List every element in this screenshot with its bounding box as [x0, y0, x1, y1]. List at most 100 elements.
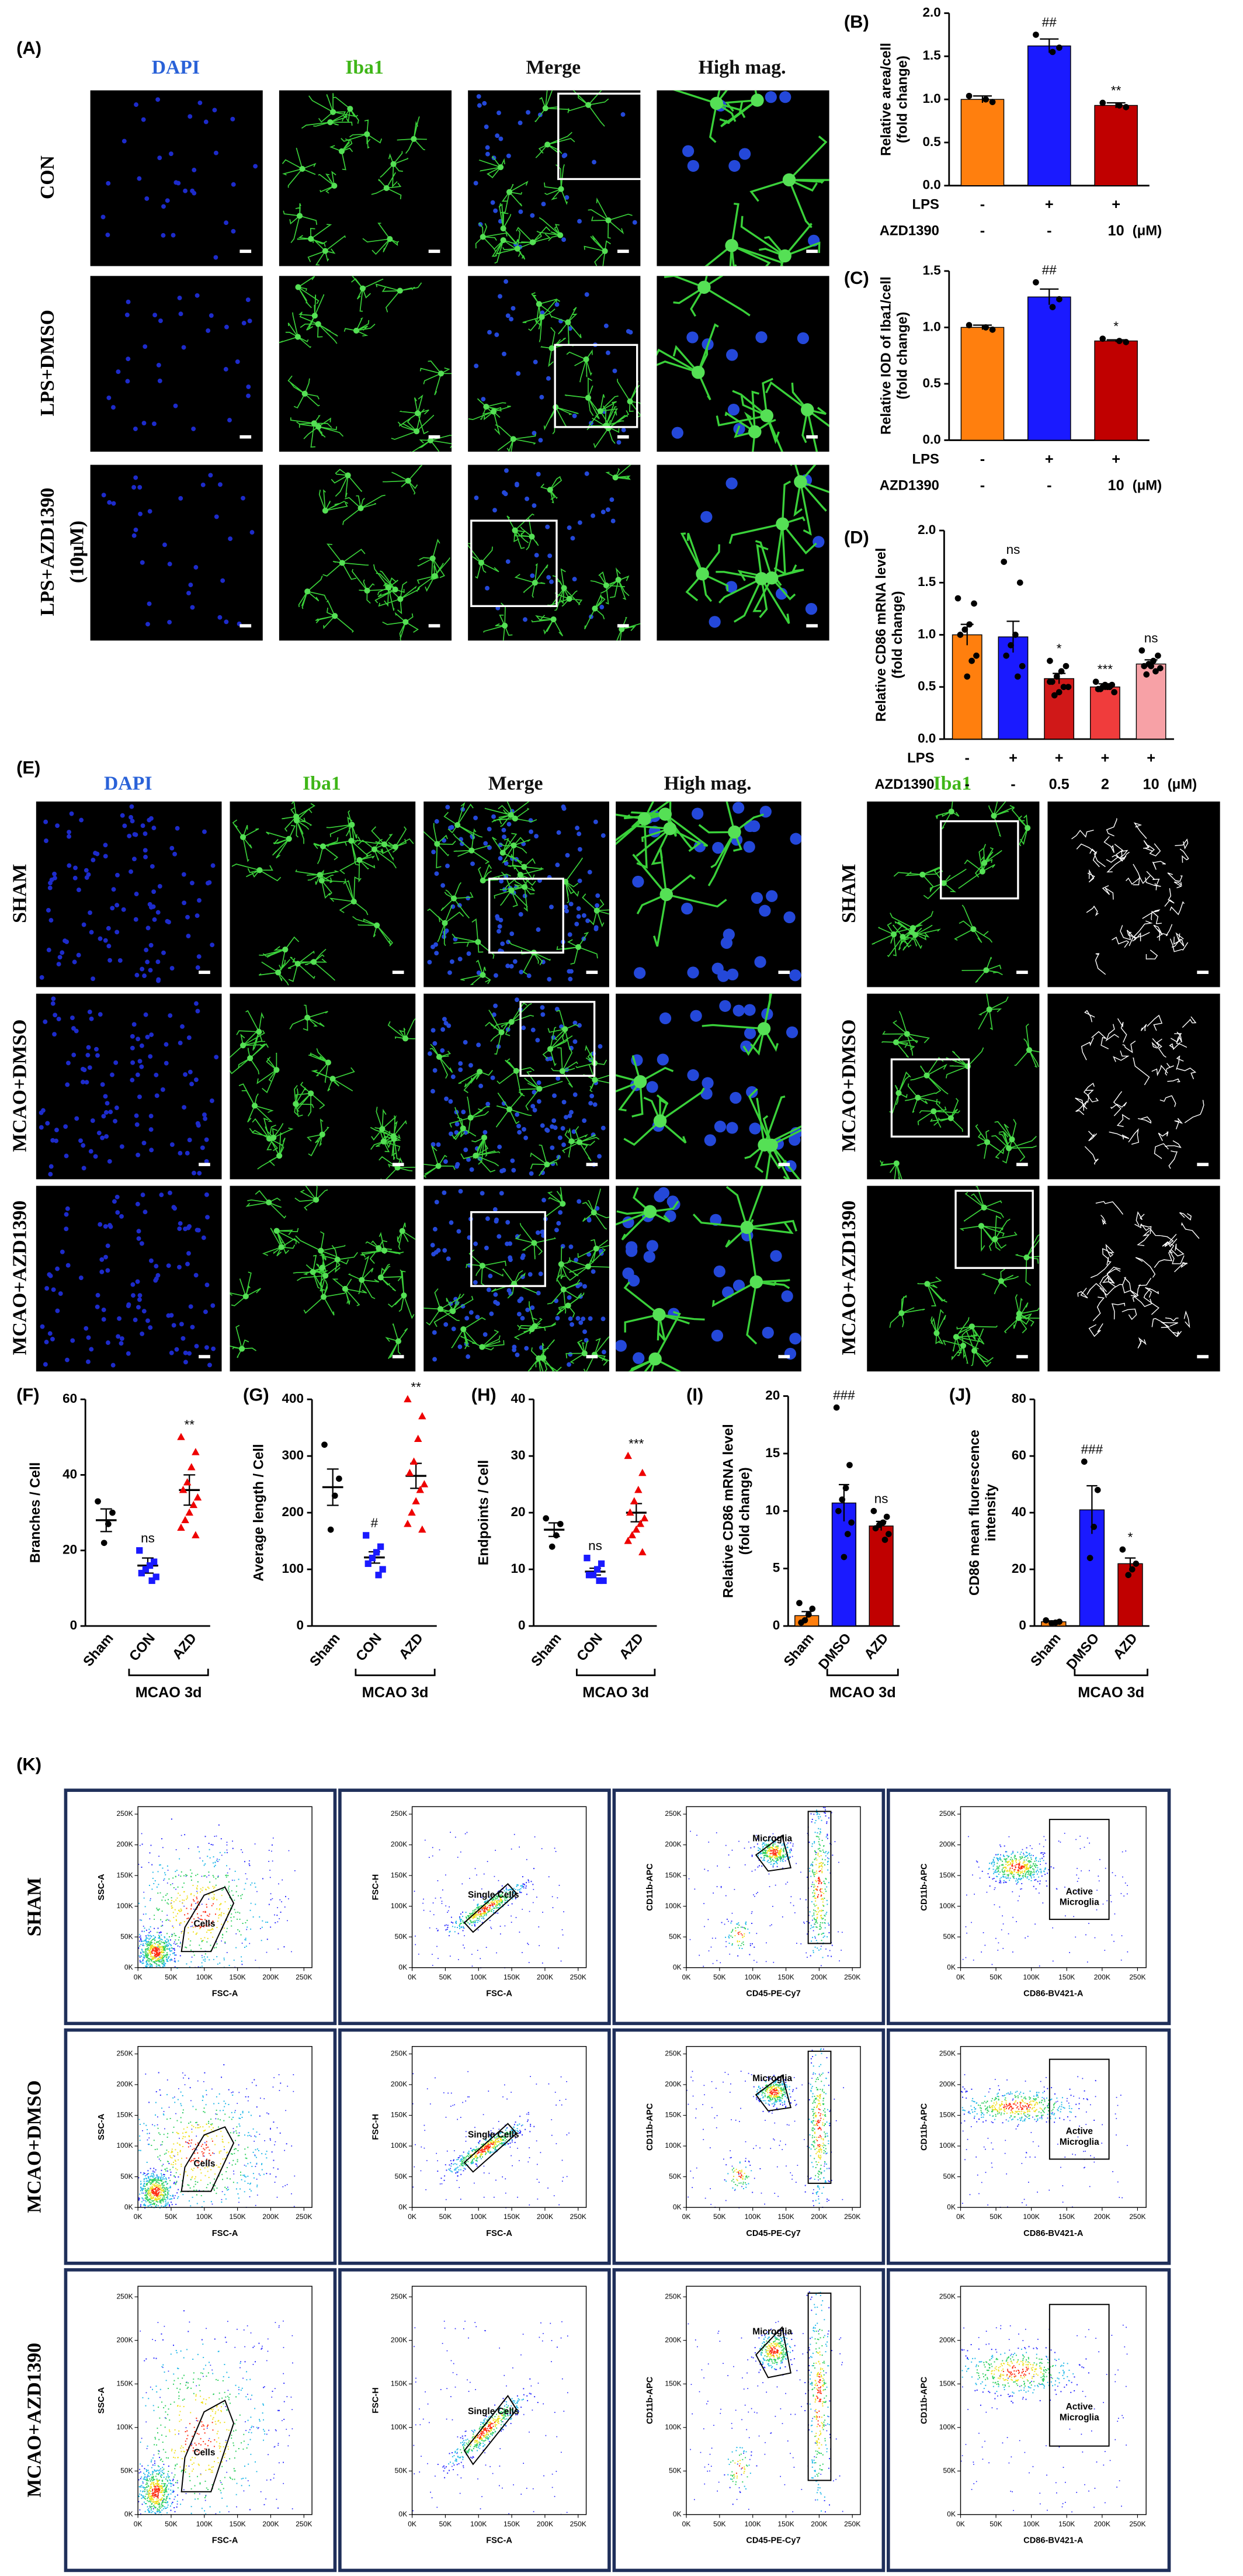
panel-label: (D): [844, 527, 869, 547]
y-tick-label: 50K: [120, 2172, 133, 2180]
x-row-value: -: [1011, 776, 1015, 792]
data-point: [1047, 678, 1053, 685]
micrograph-content: [423, 997, 609, 1178]
micrograph: [657, 90, 829, 266]
significance-label: ***: [629, 1436, 644, 1451]
gate: [755, 2074, 792, 2112]
gate: [1048, 1819, 1110, 1920]
data-point: [1125, 1572, 1132, 1579]
x-tick-label: 100K: [745, 2520, 761, 2528]
bar: [869, 1526, 894, 1627]
y-tick-label: 100K: [939, 2423, 956, 2431]
data-point: [961, 626, 968, 633]
scale-bar: [428, 249, 440, 253]
data-point: [1143, 671, 1150, 678]
gate-label: Cells: [193, 2447, 215, 2457]
error-bar: [100, 1508, 112, 1533]
y-tick-label: 200K: [939, 1840, 956, 1849]
data-point: [1012, 632, 1019, 638]
micrograph: [279, 90, 452, 266]
micrograph-content: [1077, 1201, 1200, 1349]
x-tick-label: 50K: [165, 1973, 178, 1981]
x-tick-label: 250K: [570, 2520, 586, 2528]
scale-bar: [617, 435, 629, 439]
y-tick-label: 50K: [943, 2172, 956, 2180]
microglia-soma: [638, 807, 741, 902]
x-tick-label: CON: [574, 1630, 606, 1664]
error-bar: [1040, 288, 1059, 305]
column-header: Merge: [488, 772, 543, 794]
column-header: Iba1: [345, 57, 384, 78]
y-tick-label: 100K: [391, 2423, 407, 2431]
nuclei: [39, 804, 216, 983]
x-row-unit: (μM): [1168, 776, 1197, 792]
column-header: Iba1: [303, 772, 341, 794]
data-point: [1152, 668, 1159, 675]
plot-frame: [612, 2028, 886, 2265]
data-point: [1129, 1566, 1136, 1573]
x-tick-label: 200K: [811, 2213, 827, 2221]
data-point: [966, 621, 973, 628]
gate-label: Microglia: [1060, 1898, 1099, 1908]
significance-label: *: [1128, 1530, 1133, 1544]
y-axis-label: CD11b-APC: [920, 2376, 929, 2424]
y-tick-label: 40: [511, 1391, 526, 1406]
data-point: [1014, 673, 1021, 680]
data-point: [809, 1606, 816, 1612]
data-point: [1150, 657, 1157, 664]
micrograph: [657, 276, 829, 452]
y-axis-label: (fold change): [894, 312, 910, 400]
micrograph-content: [39, 996, 219, 1177]
data-point: [1055, 689, 1063, 696]
data-point: [192, 1531, 200, 1538]
event-density: [996, 1855, 1038, 1878]
nuclei: [474, 468, 616, 622]
x-row-value: 2: [1101, 776, 1109, 792]
y-tick-label: 0K: [124, 2203, 133, 2211]
x-tick-label: 150K: [504, 1973, 520, 1981]
y-tick-label: 150K: [939, 2379, 956, 2387]
x-tick-label: 50K: [439, 2213, 452, 2221]
y-tick-label: 150K: [116, 2111, 133, 2119]
scale-bar: [1197, 970, 1209, 975]
y-tick-label: 100K: [116, 2423, 133, 2431]
scale-bar: [392, 1163, 404, 1166]
plot-frame: [886, 1788, 1171, 2026]
data-point: [973, 652, 980, 659]
scale-bar: [617, 249, 629, 253]
data-point: [1099, 335, 1106, 342]
data-point: [1060, 684, 1067, 691]
y-tick-label: 0K: [673, 2203, 682, 2211]
data-point: [886, 1531, 892, 1537]
y-tick-label: 0.0: [923, 178, 941, 192]
x-tick-label: Sham: [80, 1630, 116, 1669]
data-point: [835, 1507, 842, 1514]
x-tick-label: 150K: [1058, 1973, 1075, 1981]
data-point: [1003, 652, 1009, 659]
y-tick-label: 300: [282, 1448, 304, 1462]
micrograph-content: [468, 279, 641, 452]
data-point: [192, 1448, 200, 1455]
y-axis-label: (fold change): [894, 56, 910, 143]
group-bracket: [575, 1669, 656, 1676]
data-point: [989, 99, 996, 105]
x-tick-label: 50K: [713, 1973, 726, 1981]
event-density: [725, 2048, 831, 2204]
x-tick-label: 100K: [470, 1973, 487, 1981]
y-tick-label: 0K: [947, 1963, 956, 1971]
data-point: [1116, 102, 1123, 109]
x-tick-label: 250K: [296, 2520, 312, 2528]
gate: [807, 1811, 832, 1944]
data-point: [883, 1513, 890, 1520]
y-tick-label: 50K: [395, 2172, 408, 2180]
data-point: [966, 92, 973, 99]
x-row-label: LPS: [912, 197, 939, 213]
y-tick-label: 0K: [398, 1963, 407, 1971]
data-point: [848, 1519, 855, 1526]
data-point: [543, 1515, 550, 1522]
row-label: SHAM: [838, 864, 860, 923]
y-tick-label: 150K: [391, 2111, 407, 2119]
y-tick-label: 100K: [939, 2141, 956, 2149]
data-point: [377, 1543, 384, 1550]
data-point: [100, 1540, 107, 1547]
